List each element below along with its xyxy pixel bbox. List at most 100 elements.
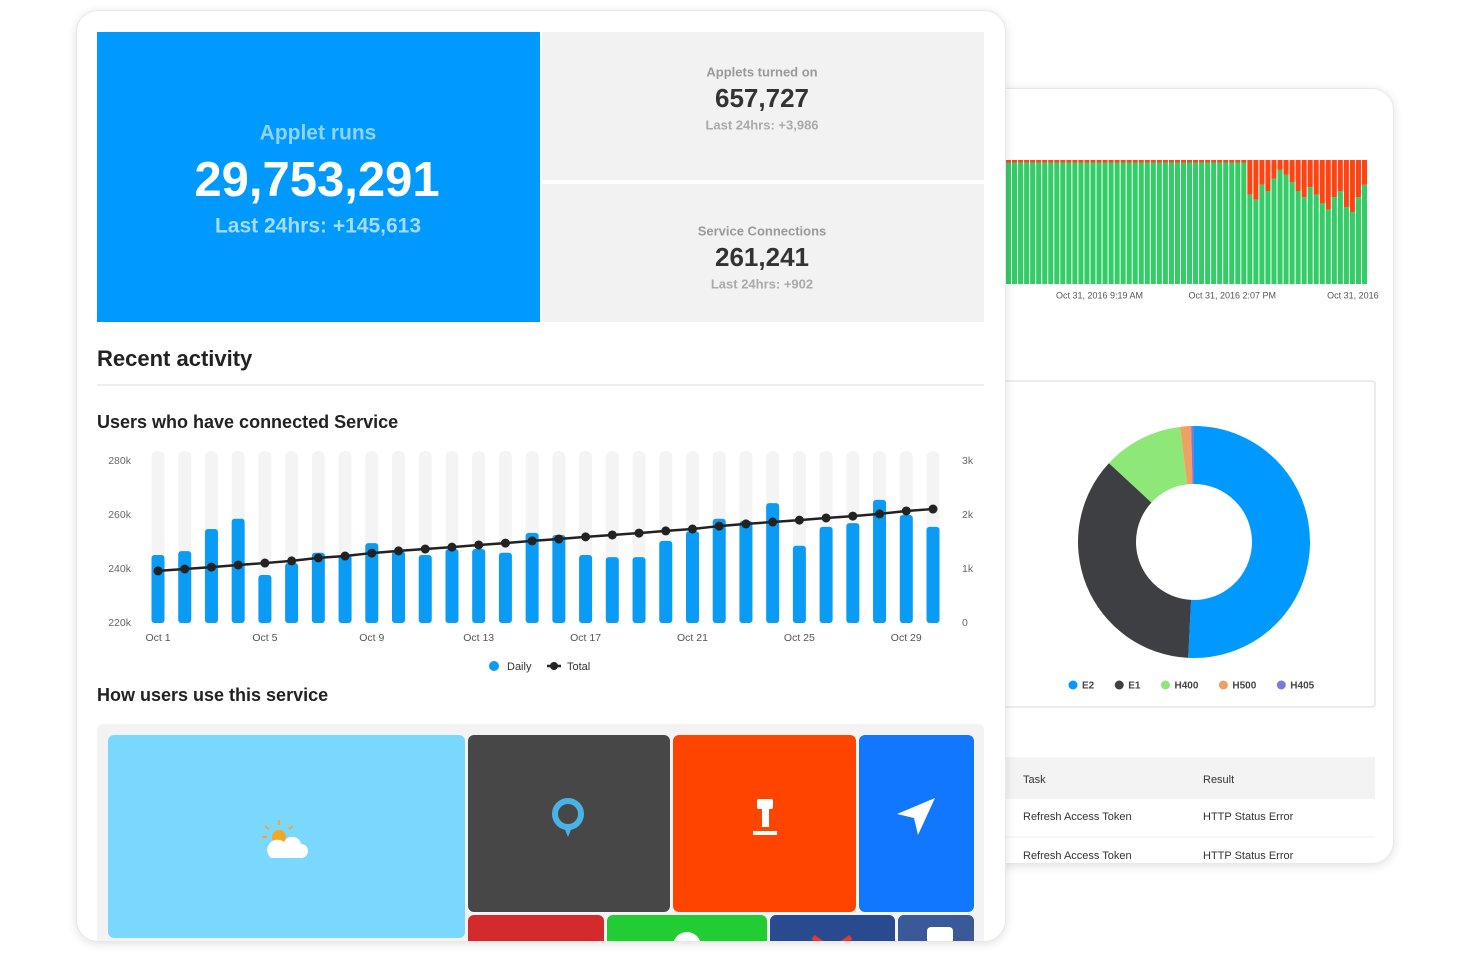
- bar-segment: [1144, 160, 1150, 163]
- line-point: [340, 551, 350, 561]
- applet-tile[interactable]: [468, 735, 670, 912]
- bar: [792, 545, 806, 623]
- bar: [285, 563, 299, 623]
- stat-delta: Last 24hrs: +3,986: [705, 117, 818, 132]
- bar: [846, 523, 860, 623]
- donut-slice: [1191, 426, 1194, 485]
- bar-segment: [1168, 160, 1174, 163]
- stat-value: 657,727: [715, 83, 809, 113]
- legend-label: H500: [1232, 681, 1256, 692]
- y2-tick-label: 0: [962, 617, 968, 629]
- table-column: Result: [1203, 774, 1234, 786]
- bar-segment: [1090, 162, 1096, 284]
- line-point: [848, 511, 858, 521]
- bar: [231, 518, 245, 623]
- bar-segment: [1349, 160, 1355, 213]
- bar-segment: [1018, 162, 1024, 284]
- bar: [498, 552, 512, 623]
- applet-tile[interactable]: [770, 915, 895, 941]
- stat-tile: [542, 184, 984, 322]
- bar-segment: [1030, 160, 1036, 163]
- secondary-panel: Task Result Refresh Access Token HTTP St…: [960, 88, 1394, 864]
- bar-segment: [1066, 162, 1072, 284]
- line: [157, 507, 934, 573]
- table-column: Task: [1023, 774, 1046, 786]
- line-point: [581, 532, 591, 542]
- bar: [472, 549, 486, 623]
- bar-segment: [1102, 162, 1108, 284]
- bar-segment: [1126, 160, 1132, 163]
- bar-segment: [1120, 162, 1126, 284]
- x-tick-label: Oct 13: [463, 632, 494, 644]
- bar: [739, 520, 753, 623]
- bar: [204, 529, 218, 623]
- bar-segment: [1174, 162, 1180, 284]
- bar-segment: [1235, 160, 1241, 163]
- bar-segment: [1036, 160, 1042, 163]
- bar-segment: [1271, 160, 1277, 179]
- bar-segment: [1078, 160, 1084, 163]
- x-tick-label: Oct 31, 2016 2:07 PM: [1188, 290, 1276, 300]
- secondary-canvas: Task Result Refresh Access Token HTTP St…: [990, 160, 1379, 862]
- applet-tile[interactable]: [468, 915, 604, 941]
- line-point: [634, 528, 644, 538]
- x-tick-label: Oct 9: [359, 632, 384, 644]
- bar: [445, 549, 459, 623]
- bar-segment: [1211, 160, 1217, 163]
- bar-segment: [1205, 160, 1211, 163]
- bar-segment: [1193, 160, 1199, 163]
- line-point: [500, 538, 510, 548]
- line-point: [901, 506, 911, 516]
- line-point: [367, 548, 377, 558]
- bar-segment: [1036, 162, 1042, 284]
- stat-value: 261,241: [715, 242, 809, 272]
- bar-segment: [1193, 162, 1199, 284]
- location-icon: [897, 798, 935, 835]
- stat-delta: Last 24hrs: +902: [711, 276, 813, 291]
- bar-segment: [1180, 162, 1186, 284]
- bar: [392, 551, 406, 623]
- bar: [659, 540, 673, 623]
- y-tick-label: 220k: [108, 617, 132, 629]
- bar-segment: [1102, 160, 1108, 163]
- bar-segment: [1343, 207, 1349, 284]
- bar-segment: [1054, 162, 1060, 284]
- bar-segment: [1313, 160, 1319, 195]
- line-point: [153, 566, 163, 576]
- bar-segment: [1150, 162, 1156, 284]
- bar-segment: [1187, 160, 1193, 163]
- stat-label: Applets turned on: [706, 64, 817, 79]
- bar-segment: [1132, 162, 1138, 284]
- bar-segment: [1265, 191, 1271, 284]
- bar-segment: [1120, 160, 1126, 163]
- bar: [525, 532, 539, 623]
- stat-label: Applet runs: [260, 122, 377, 145]
- bar: [712, 518, 726, 623]
- line-point: [821, 513, 831, 523]
- x-tick-label: Oct 1: [145, 632, 170, 644]
- bar-segment: [1337, 191, 1343, 284]
- bar-segment: [1361, 184, 1367, 284]
- bar: [338, 554, 352, 623]
- bar-segment: [1343, 160, 1349, 208]
- bar-segment: [1084, 162, 1090, 284]
- section-heading: How users use this service: [97, 685, 328, 705]
- applet-tile[interactable]: [108, 735, 465, 938]
- bar-segment: [1307, 160, 1313, 188]
- bar-segment: [1301, 160, 1307, 198]
- x-tick-label: Oct 5: [252, 632, 277, 644]
- applet-tile[interactable]: [607, 915, 767, 941]
- button-icon: [753, 799, 777, 835]
- legend-swatch: [550, 662, 558, 670]
- bar-segment: [1253, 199, 1259, 284]
- bar: [579, 554, 593, 623]
- bar-segment: [1205, 162, 1211, 284]
- main-panel: Applet runs 29,753,291 Last 24hrs: +145,…: [76, 10, 1006, 942]
- bar-segment: [1060, 160, 1066, 163]
- line-point: [928, 504, 938, 514]
- line-point: [875, 509, 885, 519]
- bar-segment: [1229, 162, 1235, 284]
- bar-segment: [1042, 162, 1048, 284]
- line-point: [687, 524, 697, 534]
- bar: [365, 543, 379, 623]
